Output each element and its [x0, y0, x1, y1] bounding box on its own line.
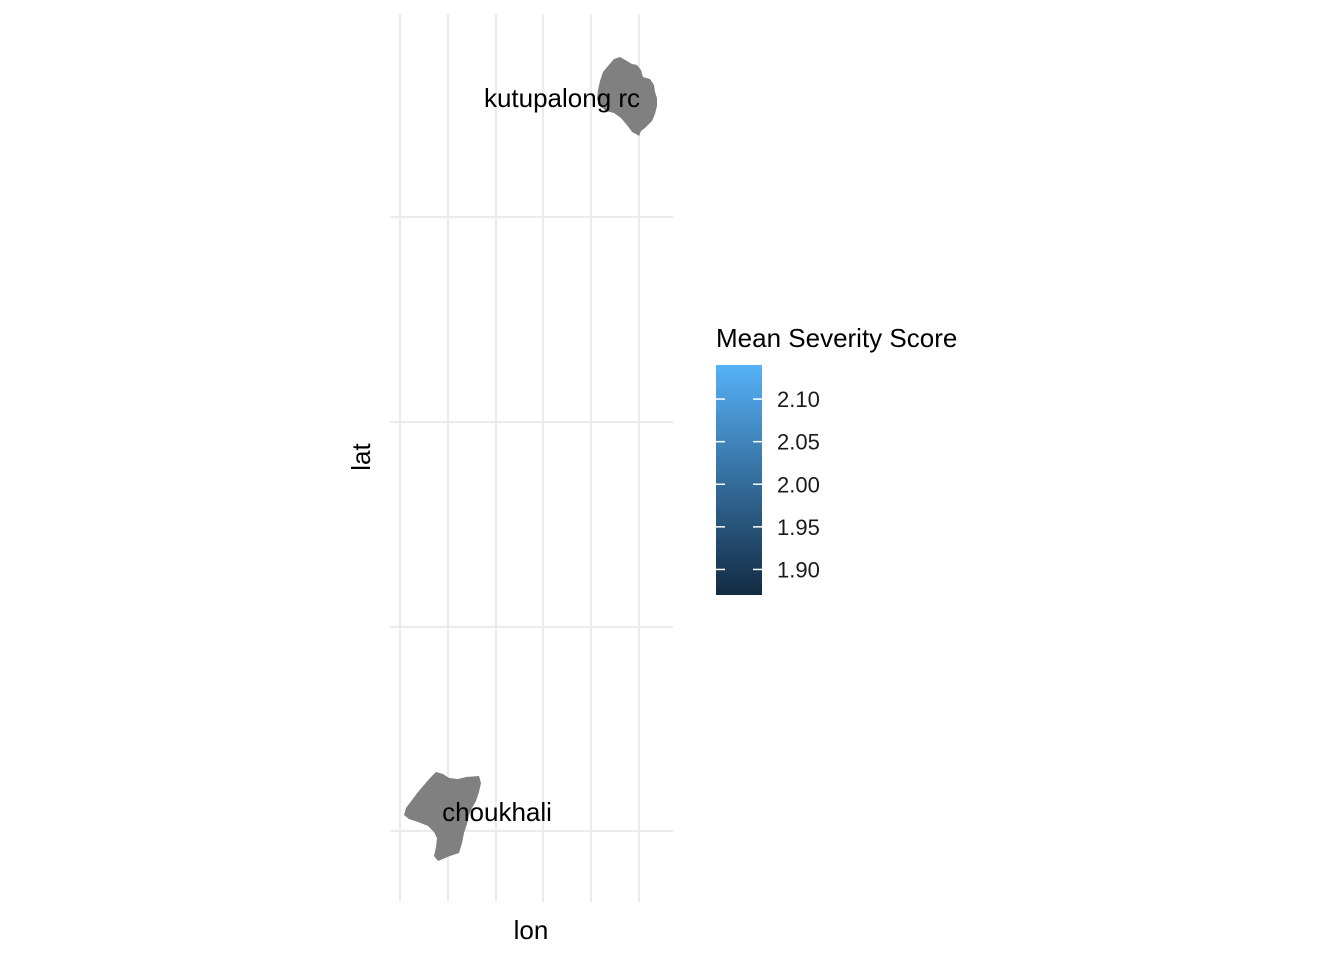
y-axis-title: lat — [346, 442, 376, 470]
panel-grid — [390, 14, 673, 902]
region-kutupalong-rc[interactable] — [597, 57, 657, 136]
regions — [404, 57, 657, 861]
color-legend: Mean Severity Score 2.10 2.05 2.00 1.95 1.90 — [716, 323, 957, 595]
legend-tick-label: 2.10 — [777, 387, 820, 412]
region-choukhali[interactable] — [404, 772, 481, 861]
legend-title: Mean Severity Score — [716, 323, 957, 353]
legend-tick-label: 1.90 — [777, 557, 820, 582]
legend-tick-label: 2.05 — [777, 430, 820, 455]
region-label-choukhali: choukhali — [442, 797, 552, 827]
legend-tick-label: 1.95 — [777, 515, 820, 540]
x-axis-title: lon — [514, 915, 549, 945]
legend-colorbar — [716, 365, 762, 595]
legend-ticks: 2.10 2.05 2.00 1.95 1.90 — [716, 387, 820, 582]
legend-tick-label: 2.00 — [777, 472, 820, 497]
region-label-kutupalong-rc: kutupalong rc — [484, 83, 640, 113]
